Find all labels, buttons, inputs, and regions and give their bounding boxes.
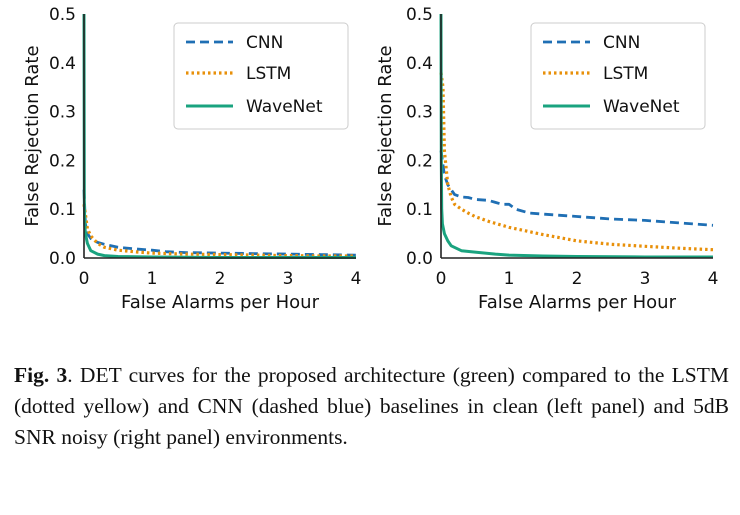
right-y-tick-labels: 0.0 0.1 0.2 0.3 0.4 0.5 — [406, 5, 433, 269]
left-y-axis-label: False Rejection Rate — [22, 45, 43, 226]
left-legend-cnn-label: CNN — [246, 33, 283, 53]
left-legend: CNN LSTM WaveNet — [173, 22, 349, 130]
caption-text: . DET curves for the proposed architectu… — [14, 363, 729, 449]
right-x-tick-label: 0 — [436, 269, 447, 289]
left-x-tick-label: 3 — [283, 269, 294, 289]
right-y-tick-label: 0.0 — [406, 249, 433, 269]
left-x-tick-label: 2 — [215, 269, 226, 289]
left-series-cnn-line — [82, 189, 357, 257]
right-y-axis-label: False Rejection Rate — [375, 45, 396, 226]
left-x-axis-label: False Alarms per Hour — [121, 292, 320, 313]
left-y-tick-label: 0.1 — [49, 200, 76, 220]
left-x-tick-label: 4 — [351, 269, 362, 289]
right-legend-box — [530, 22, 706, 130]
right-y-tick-label: 0.3 — [406, 103, 433, 123]
right-x-tick-label: 3 — [640, 269, 651, 289]
det-figure: 0.0 0.1 0.2 0.3 0.4 0.5 0 1 2 3 4 False Alarms pe… — [22, 5, 718, 313]
left-legend-lstm-label: LSTM — [246, 64, 291, 84]
right-y-tick-label: 0.5 — [406, 5, 433, 25]
right-series-lstm-line — [439, 72, 714, 252]
right-series-cnn-line — [439, 150, 714, 227]
right-series-wavenet-line — [439, 13, 713, 259]
right-x-axis-label: False Alarms per Hour — [478, 292, 677, 313]
right-y-tick-label: 0.2 — [406, 151, 433, 171]
left-y-tick-label: 0.4 — [49, 54, 76, 74]
left-y-tick-label: 0.2 — [49, 151, 76, 171]
right-legend-lstm-label: LSTM — [603, 64, 648, 84]
figure-caption: Fig. 3. DET curves for the proposed arch… — [14, 360, 729, 453]
right-plot-area — [439, 13, 714, 259]
left-y-tick-label: 0.5 — [49, 5, 76, 25]
right-axes-frame — [440, 14, 713, 259]
right-x-tick-label: 1 — [504, 269, 515, 289]
left-y-tick-label: 0.3 — [49, 103, 76, 123]
right-x-tick-labels: 0 1 2 3 4 — [436, 269, 719, 289]
right-x-tick-label: 2 — [572, 269, 583, 289]
left-y-tick-label: 0.0 — [49, 249, 76, 269]
left-axes-frame — [83, 14, 356, 259]
right-y-tick-label: 0.1 — [406, 200, 433, 220]
left-x-tick-label: 1 — [147, 269, 158, 289]
right-legend-wavenet-label: WaveNet — [603, 97, 680, 117]
left-panel: 0.0 0.1 0.2 0.3 0.4 0.5 0 1 2 3 4 False Alarms pe… — [22, 5, 361, 313]
left-x-tick-label: 0 — [79, 269, 90, 289]
right-legend: CNN LSTM WaveNet — [530, 22, 706, 130]
left-x-tick-labels: 0 1 2 3 4 — [79, 269, 362, 289]
left-y-tick-labels: 0.0 0.1 0.2 0.3 0.4 0.5 — [49, 5, 76, 269]
left-series-lstm-line — [82, 204, 356, 258]
caption-label: Fig. 3 — [14, 363, 68, 387]
right-legend-cnn-label: CNN — [603, 33, 640, 53]
left-legend-box — [173, 22, 349, 130]
right-y-tick-label: 0.4 — [406, 54, 433, 74]
right-panel: 0.0 0.1 0.2 0.3 0.4 0.5 0 1 2 3 4 False Alarms pe… — [375, 5, 718, 313]
left-legend-wavenet-label: WaveNet — [246, 97, 323, 117]
right-x-tick-label: 4 — [708, 269, 719, 289]
